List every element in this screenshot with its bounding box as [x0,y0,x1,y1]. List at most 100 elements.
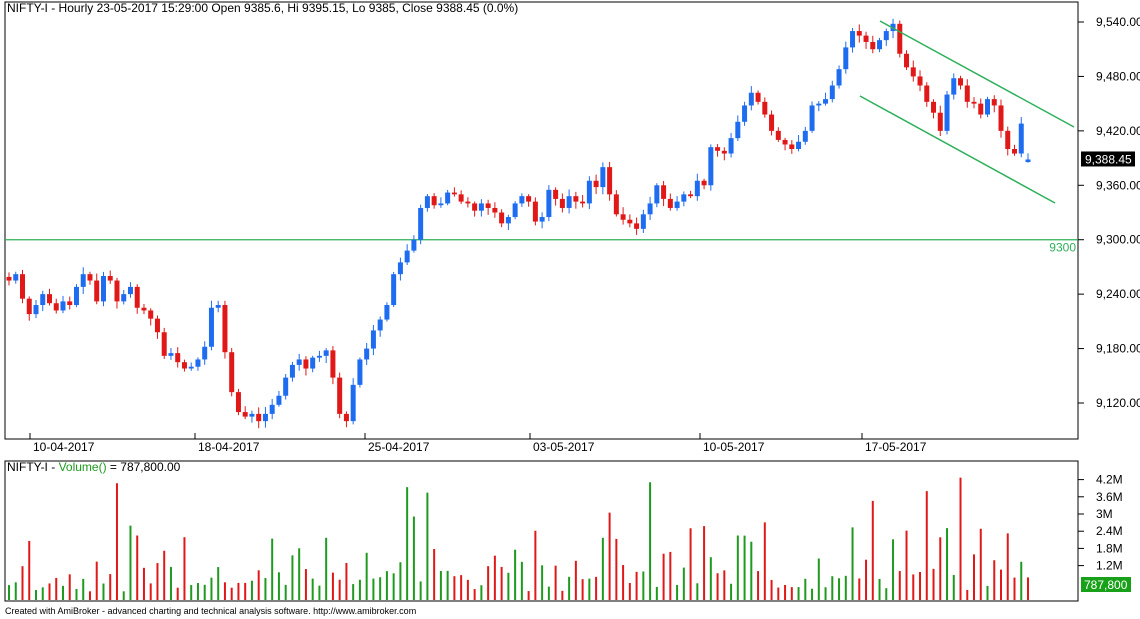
price-x-tick-label: 18-04-2017 [198,440,260,454]
candle-body [917,76,923,86]
candle-body [748,92,754,106]
candle-body [343,413,349,422]
candle-body [67,301,73,306]
candle-body [728,138,734,154]
price-y-tick-label: 9,240.00 [1096,287,1140,301]
candle-body [208,307,214,347]
candle-body [472,203,478,211]
candle-body [843,47,849,70]
candle-body [188,366,194,369]
candle-body [1012,149,1018,154]
candle-body [195,359,201,367]
candle-body [586,180,592,204]
candle-body [910,67,916,77]
volume-y-tick-label: 4.2M [1096,473,1123,487]
candle-body [337,377,343,414]
candle-body [863,35,869,42]
candle-body [512,203,518,218]
candle-body [411,239,417,251]
candle-body [283,377,289,396]
candle-body [6,276,12,281]
volume-y-tick-label: 1.8M [1096,541,1123,555]
candle-body [262,413,268,422]
volume-y-tick-label: 3.6M [1096,490,1123,504]
volume-y-tick-label: 2.4M [1096,524,1123,538]
candle-body [742,105,748,122]
candle-body [364,348,370,360]
candle-body [303,359,309,369]
candle-body [647,203,653,215]
candle-body [33,305,39,315]
candle-body [370,330,376,349]
candle-body [856,31,862,36]
candle-body [593,180,599,188]
candle-body [53,303,59,311]
price-x-tick-label: 10-05-2017 [703,440,765,454]
candle-body [580,201,586,204]
channel-upper-trendline [879,20,1075,128]
candle-body [269,404,275,414]
volume-header-prefix: NIFTY-I - [7,460,59,474]
candle-body [823,99,829,104]
candle-body [708,147,714,186]
candle-body [121,294,127,302]
price-x-tick-label: 03-05-2017 [533,440,595,454]
candle-body [26,298,32,315]
candle-body [465,201,471,204]
candle-body [640,214,646,229]
candle-body [904,53,910,68]
candle-body [46,294,52,304]
candle-body [229,352,235,393]
candle-body [492,207,498,213]
candle-body [978,103,984,115]
price-x-tick-label: 25-04-2017 [368,440,430,454]
candle-body [964,85,970,102]
price-y-tick-label: 9,480.00 [1096,69,1140,83]
candle-body [249,413,255,417]
price-y-tick-label: 9,180.00 [1096,342,1140,356]
candle-body [154,318,160,333]
candle-body [701,180,707,186]
last-volume-value: 787,800 [1084,578,1128,592]
volume-y-axis: 4.2M 3.6M 3M 2.4M 1.8M 1.2M [1078,473,1123,573]
candle-body [654,185,660,204]
candle-body [769,114,775,131]
candle-body [330,350,336,378]
candle-body [566,196,572,208]
candle-body [431,196,437,206]
candle-body [802,130,808,142]
price-y-tick-label: 9,540.00 [1096,15,1140,29]
candle-body [424,196,430,208]
candle-body [539,217,545,222]
candle-body [546,189,552,218]
volume-bars [8,477,1029,600]
candle-body [735,121,741,139]
candle-body [688,194,694,197]
price-panel-frame [4,1,1079,440]
candle-body [505,217,511,224]
candle-body [94,280,100,302]
candle-body [80,274,86,287]
candle-body [519,196,525,204]
candle-body [222,305,228,353]
candle-body [451,192,457,195]
price-y-axis: 9,540.00 9,480.00 9,420.00 9,360.00 9,300.00… [1078,15,1140,410]
candle-body [377,319,383,331]
candle-body [816,103,822,106]
candle-body [931,101,937,113]
candle-body [127,286,133,295]
candle-body [499,212,505,224]
price-header: NIFTY-I - Hourly 23-05-2017 15:29:00 Ope… [7,1,518,15]
candle-body [40,294,46,306]
candle-body [100,276,106,302]
candle-body [168,353,174,356]
candle-body [242,412,248,417]
candle-body [1005,130,1011,149]
candle-body [836,69,842,86]
candle-body [87,274,93,281]
candle-body [985,99,991,115]
candles [6,18,1031,429]
candle-body [937,112,943,131]
volume-y-tick-label: 1.2M [1096,559,1123,573]
candle-body [620,214,626,220]
